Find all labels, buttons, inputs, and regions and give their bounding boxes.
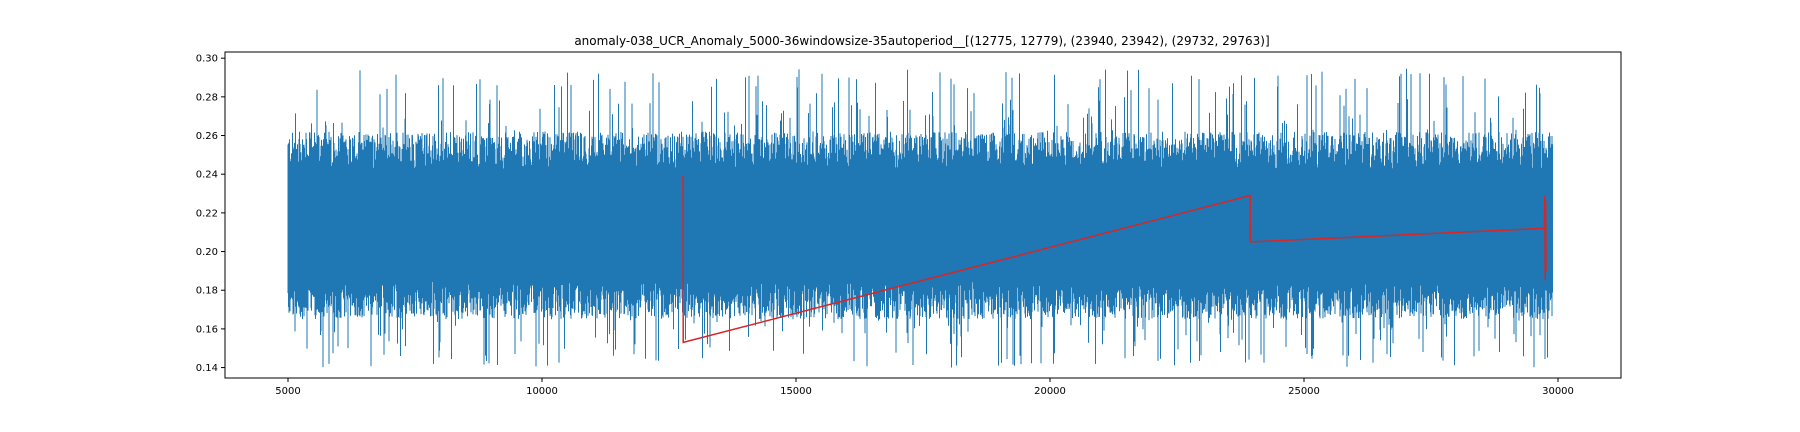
x-tick-label: 5000 (275, 386, 300, 397)
anomaly-series (682, 176, 1547, 344)
x-tick-label: 20000 (1034, 386, 1066, 397)
y-tick-label: 0.14 (196, 363, 218, 374)
y-tick-label: 0.18 (196, 286, 218, 297)
y-tick-label: 0.16 (196, 324, 218, 335)
x-tick-label: 30000 (1542, 386, 1574, 397)
anomaly-overlay-line (682, 176, 1547, 344)
x-tick-label: 10000 (526, 386, 558, 397)
signal-series (287, 68, 1553, 368)
chart-title: anomaly-038_UCR_Anomaly_5000-36windowsiz… (574, 34, 1269, 48)
x-tick-label: 25000 (1288, 386, 1320, 397)
signal-line (287, 68, 1553, 368)
x-tick-label: 15000 (780, 386, 812, 397)
x-axis: 5000 10000 15000 20000 25000 30000 (275, 378, 1574, 397)
y-tick-label: 0.22 (196, 208, 218, 219)
plot-area (287, 68, 1553, 368)
y-tick-label: 0.30 (196, 54, 218, 65)
axes-frame (224, 51, 1622, 379)
y-tick-label: 0.20 (196, 247, 218, 258)
y-tick-label: 0.26 (196, 131, 218, 142)
y-tick-label: 0.24 (196, 170, 218, 181)
y-tick-label: 0.28 (196, 92, 218, 103)
y-axis: 0.14 0.16 0.18 0.20 0.22 0.24 0.26 0.28 0.30 (196, 54, 225, 374)
